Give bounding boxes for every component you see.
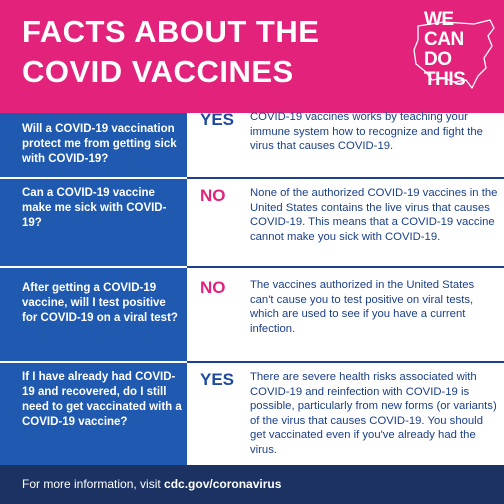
faq-question-2: Can a COVID-19 vaccine make me sick with… — [22, 187, 167, 229]
logo-line-2: CAN — [424, 29, 464, 50]
faq-answer-text-1: COVID-19 vaccines works by teaching your… — [250, 111, 483, 153]
question-column — [0, 113, 187, 465]
faq-question-1: Will a COVID-19 vaccination protect me f… — [22, 123, 177, 165]
row-divider — [187, 177, 504, 179]
logo-line-3: DO — [424, 49, 452, 70]
footer-prefix: For more information, visit — [22, 477, 165, 491]
row-divider — [0, 361, 187, 363]
footer-text: For more information, visit cdc.gov/coro… — [22, 476, 281, 492]
faq-answer-text-2: None of the authorized COVID-19 vaccines… — [250, 187, 498, 243]
faq-answer-word-1: YES — [200, 110, 235, 129]
header-banner: FACTS ABOUT THE COVID VACCINES WE CAN DO… — [0, 0, 504, 113]
us-map-outline-icon — [413, 19, 495, 89]
faq-answer-text-4: There are severe health risks associated… — [250, 371, 497, 456]
title-line-1: FACTS ABOUT THE — [22, 14, 320, 49]
row-divider — [187, 361, 504, 363]
faq-answer-word-2: NO — [200, 186, 226, 205]
page-title: FACTS ABOUT THE COVID VACCINES — [22, 12, 402, 92]
faq-answer-text-3: The vaccines authorized in the United St… — [250, 279, 475, 335]
faq-answer-word-4: YES — [200, 370, 235, 389]
faq-question-4: If I have already had COVID-19 and recov… — [22, 371, 182, 428]
footer-bar: For more information, visit cdc.gov/coro… — [0, 465, 504, 504]
footer-link[interactable]: cdc.gov/coronavirus — [164, 477, 282, 491]
row-divider — [0, 177, 187, 179]
row-divider — [0, 266, 187, 268]
title-line-2: COVID VACCINES — [22, 54, 294, 89]
logo-line-1: WE — [424, 9, 454, 30]
logo-line-4: THIS — [424, 69, 466, 90]
faq-answer-word-3: NO — [200, 278, 226, 297]
faq-question-3: After getting a COVID-19 vaccine, will I… — [22, 282, 178, 324]
we-can-do-this-logo: WE CAN DO THIS — [404, 6, 500, 102]
row-divider — [187, 266, 504, 268]
